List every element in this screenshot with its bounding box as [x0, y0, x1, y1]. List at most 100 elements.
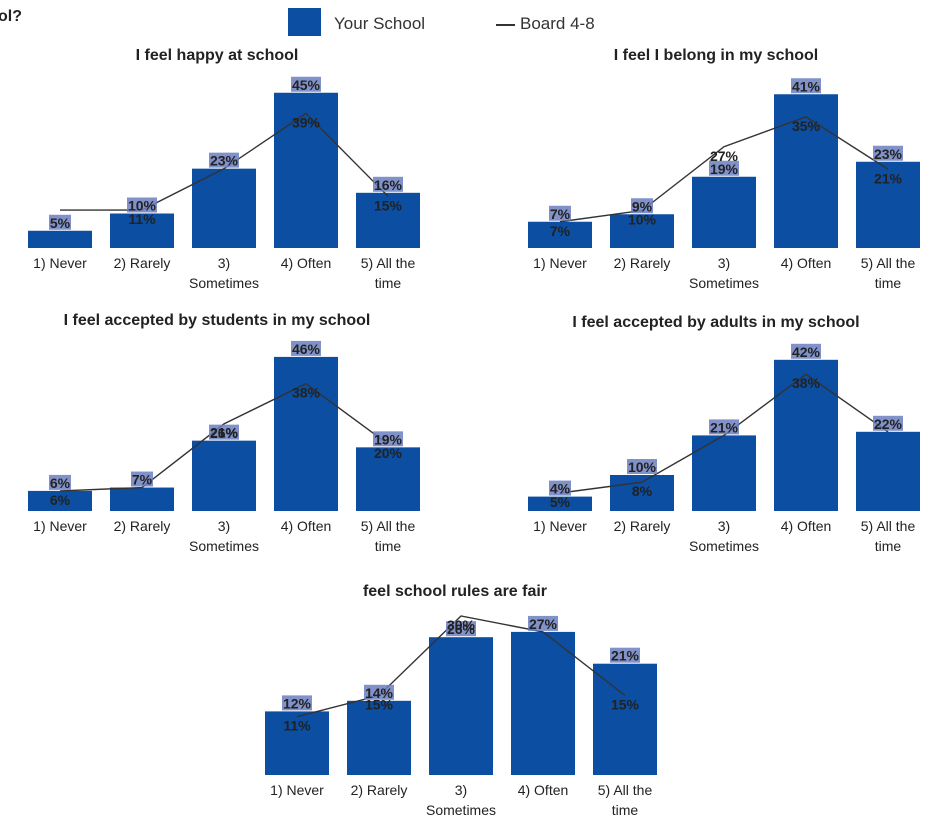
data-label-box — [49, 214, 71, 230]
category-label: 2) Rarely — [114, 518, 171, 534]
bar-your-school — [856, 161, 920, 248]
data-label-your-school: 16% — [374, 177, 403, 193]
category-label: 4) Often — [518, 782, 569, 798]
line-board — [559, 373, 889, 494]
bar-your-school — [192, 440, 256, 511]
category-label: 3) Sometimes — [689, 255, 759, 291]
bar-your-school — [774, 359, 838, 511]
data-label-box — [291, 76, 321, 92]
data-label-box — [49, 474, 71, 490]
data-label-box — [873, 145, 903, 161]
data-label-box — [291, 340, 321, 356]
bar-your-school — [610, 475, 674, 511]
data-label-box — [631, 198, 653, 214]
category-label: 1) Never — [533, 255, 587, 271]
chart-title: I feel accepted by students in my school — [64, 312, 371, 329]
data-label-your-school: 21% — [710, 419, 739, 435]
bar-your-school — [856, 431, 920, 511]
data-label-your-school: 21% — [210, 425, 239, 441]
chart-title: feel school rules are fair — [363, 583, 547, 600]
data-label-your-school: 10% — [628, 459, 657, 475]
data-label-board: 5% — [550, 494, 571, 510]
bar-your-school — [356, 192, 420, 248]
bar-your-school — [692, 435, 756, 511]
data-label-board: 38% — [292, 385, 321, 401]
data-label-your-school: 23% — [874, 146, 903, 162]
data-label-your-school: 19% — [710, 161, 739, 177]
bar-your-school — [110, 487, 174, 511]
data-label-box — [791, 78, 821, 94]
data-label-board: 10% — [628, 212, 657, 228]
chart-panel-4: I feel accepted by adults in my school 4%… — [528, 314, 920, 554]
data-label-board: 15% — [365, 697, 394, 713]
chart-title: I feel happy at school — [136, 47, 299, 64]
data-label-your-school: 14% — [365, 685, 394, 701]
data-label-your-school: 10% — [128, 198, 157, 214]
data-label-your-school: 4% — [550, 481, 571, 497]
legend-board-line — [496, 24, 515, 26]
data-label-board: 21% — [874, 170, 903, 186]
data-label-your-school: 42% — [792, 344, 821, 360]
data-label-box — [709, 160, 739, 176]
line-board — [296, 615, 626, 718]
chart-title: I feel I belong in my school — [614, 47, 818, 64]
data-label-board: 20% — [374, 445, 403, 461]
data-label-box — [131, 471, 153, 487]
data-label-board: 15% — [374, 197, 403, 213]
bar-your-school — [774, 94, 838, 248]
data-label-your-school: 26% — [447, 621, 476, 637]
data-label-your-school: 45% — [292, 77, 321, 93]
data-label-your-school: 7% — [550, 206, 571, 222]
chart-panel-2: I feel I belong in my school 7% 9% 19% 41% 23… — [528, 47, 920, 291]
chart-panel-1: I feel happy at school 5% 10% 23% 45% 16% 11% 3… — [28, 47, 420, 291]
data-label-board: 35% — [792, 118, 821, 134]
category-label: 1) Never — [33, 518, 87, 534]
category-label: 5) All the time — [598, 782, 653, 818]
data-label-box — [127, 197, 157, 213]
data-label-your-school: 27% — [529, 616, 558, 632]
data-label-box — [709, 419, 739, 435]
data-label-box — [873, 415, 903, 431]
bar-your-school — [28, 490, 92, 511]
data-label-your-school: 21% — [611, 648, 640, 664]
legend-board-label: Board 4-8 — [520, 14, 595, 33]
data-label-your-school: 7% — [132, 472, 153, 488]
data-label-your-school: 41% — [792, 78, 821, 94]
data-label-box — [373, 431, 403, 447]
category-label: 3) Sometimes — [189, 518, 259, 554]
category-label: 2) Rarely — [614, 518, 671, 534]
category-label: 3) Sometimes — [689, 518, 759, 554]
category-label: 4) Often — [281, 255, 332, 271]
line-board — [559, 115, 889, 223]
bar-your-school — [511, 631, 575, 775]
data-label-your-school: 23% — [210, 153, 239, 169]
bar-your-school — [610, 214, 674, 248]
data-label-box — [610, 647, 640, 663]
data-label-box — [209, 152, 239, 168]
data-label-box — [528, 615, 558, 631]
bar-your-school — [274, 356, 338, 511]
data-label-your-school: 5% — [50, 215, 71, 231]
question-title-fragment: ol? — [0, 8, 22, 25]
category-label: 5) All the time — [361, 518, 416, 554]
data-label-your-school: 9% — [632, 198, 653, 214]
bar-your-school — [692, 176, 756, 248]
data-label-board: 39% — [292, 114, 321, 130]
data-label-board: 6% — [50, 492, 71, 508]
data-label-board: 11% — [128, 211, 156, 227]
legend-school-label: Your School — [334, 14, 426, 33]
category-label: 4) Often — [781, 518, 832, 534]
category-label: 4) Often — [781, 255, 832, 271]
bar-your-school — [110, 213, 174, 248]
data-label-box — [627, 459, 657, 474]
category-label: 3) Sometimes — [426, 782, 496, 818]
category-label: 1) Never — [33, 255, 87, 271]
bar-your-school — [28, 230, 92, 248]
category-label: 1) Never — [270, 782, 324, 798]
bar-your-school — [274, 92, 338, 248]
data-label-box — [209, 424, 239, 440]
data-label-board: 26% — [210, 425, 239, 441]
data-label-box — [791, 343, 821, 359]
